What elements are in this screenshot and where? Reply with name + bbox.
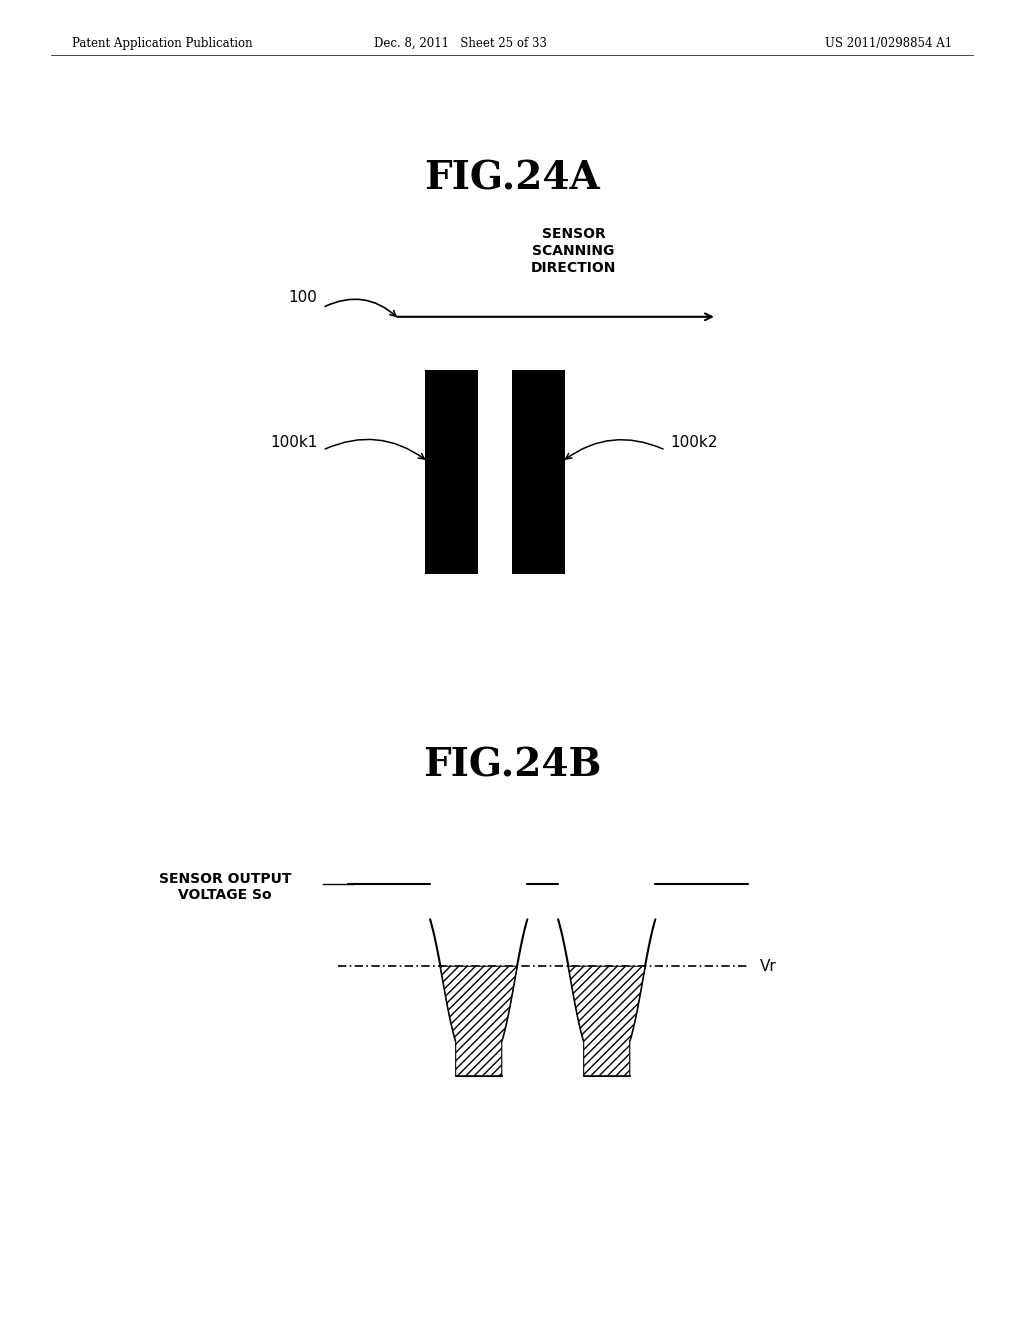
Text: Dec. 8, 2011   Sheet 25 of 33: Dec. 8, 2011 Sheet 25 of 33 (375, 37, 547, 50)
Text: FIG.24B: FIG.24B (423, 747, 601, 784)
Text: FIG.24A: FIG.24A (424, 160, 600, 197)
Bar (512, 370, 565, 574)
Text: Vr: Vr (760, 958, 776, 974)
Text: SENSOR OUTPUT
VOLTAGE So: SENSOR OUTPUT VOLTAGE So (159, 871, 292, 903)
Bar (425, 370, 478, 574)
Polygon shape (568, 966, 645, 1076)
Text: SENSOR
SCANNING
DIRECTION: SENSOR SCANNING DIRECTION (530, 227, 616, 275)
Text: 100k1: 100k1 (270, 434, 317, 450)
Text: Patent Application Publication: Patent Application Publication (72, 37, 252, 50)
Text: 100k2: 100k2 (671, 434, 718, 450)
Text: US 2011/0298854 A1: US 2011/0298854 A1 (825, 37, 952, 50)
Polygon shape (440, 966, 517, 1076)
Text: 100: 100 (289, 289, 317, 305)
